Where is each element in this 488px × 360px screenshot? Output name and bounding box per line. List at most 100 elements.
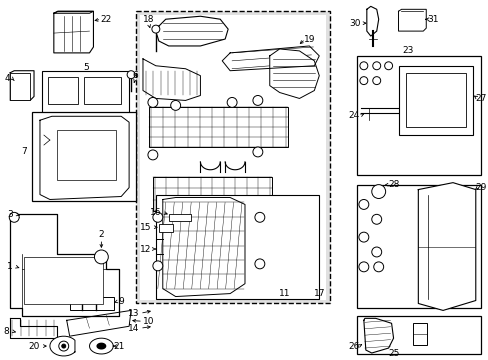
Bar [168, 214, 190, 221]
Text: 8: 8 [3, 327, 9, 336]
Bar [156, 194, 319, 298]
Circle shape [371, 247, 381, 257]
Polygon shape [10, 71, 34, 100]
Polygon shape [417, 183, 475, 310]
Bar [406, 73, 465, 127]
Polygon shape [269, 49, 319, 98]
Text: 7: 7 [21, 148, 27, 157]
Bar [412, 323, 427, 345]
Text: 6: 6 [132, 71, 138, 80]
Bar [83, 77, 121, 104]
Text: 5: 5 [83, 63, 89, 72]
Text: 22: 22 [101, 15, 112, 24]
Text: 13: 13 [128, 309, 140, 318]
Text: 28: 28 [387, 180, 398, 189]
Circle shape [153, 261, 163, 271]
Text: 9: 9 [118, 297, 124, 306]
Circle shape [254, 212, 264, 222]
Bar [57, 130, 116, 180]
Circle shape [372, 77, 380, 85]
Polygon shape [398, 9, 426, 31]
Bar [153, 177, 271, 211]
Polygon shape [54, 11, 93, 13]
Text: 12: 12 [140, 244, 151, 253]
Text: 24: 24 [347, 111, 359, 120]
Circle shape [127, 71, 135, 78]
Text: 10: 10 [143, 317, 154, 326]
Text: 1: 1 [7, 262, 13, 271]
Polygon shape [54, 11, 93, 53]
Circle shape [227, 98, 237, 107]
Polygon shape [222, 46, 319, 71]
Text: 18: 18 [143, 15, 154, 24]
Circle shape [148, 98, 158, 107]
Bar [149, 107, 287, 147]
Bar [356, 185, 480, 309]
Text: 31: 31 [427, 15, 438, 24]
Polygon shape [50, 336, 75, 356]
Circle shape [252, 147, 262, 157]
Polygon shape [142, 59, 200, 100]
Text: 17: 17 [313, 289, 325, 298]
Polygon shape [163, 198, 244, 297]
Text: 19: 19 [303, 35, 314, 44]
Circle shape [371, 185, 385, 198]
Text: 30: 30 [348, 19, 360, 28]
Text: 3: 3 [7, 210, 13, 219]
Circle shape [359, 77, 367, 85]
Text: 14: 14 [128, 324, 140, 333]
Polygon shape [363, 318, 393, 353]
Circle shape [148, 150, 158, 160]
Polygon shape [156, 16, 228, 46]
Text: 2: 2 [99, 230, 104, 239]
Polygon shape [89, 338, 113, 354]
Circle shape [358, 262, 368, 272]
Text: 29: 29 [474, 183, 486, 192]
Circle shape [372, 62, 380, 70]
Bar [356, 316, 480, 354]
Bar [10, 73, 30, 100]
Bar [32, 112, 136, 202]
Text: 15: 15 [140, 223, 151, 232]
Bar [24, 257, 103, 305]
Circle shape [358, 232, 368, 242]
Bar [136, 11, 329, 303]
Bar [48, 77, 78, 104]
Circle shape [61, 344, 65, 348]
Circle shape [252, 95, 262, 105]
Circle shape [170, 100, 180, 111]
Polygon shape [96, 343, 106, 350]
Polygon shape [10, 214, 119, 316]
Circle shape [59, 341, 68, 351]
Text: 27: 27 [474, 94, 486, 103]
Circle shape [359, 62, 367, 70]
Circle shape [9, 212, 19, 222]
Circle shape [153, 212, 163, 222]
Text: 20: 20 [28, 342, 40, 351]
Circle shape [152, 25, 160, 33]
Bar [69, 297, 114, 310]
Text: 16: 16 [150, 208, 161, 217]
Polygon shape [366, 6, 378, 36]
Bar [398, 66, 472, 135]
Polygon shape [66, 310, 131, 336]
Bar [42, 71, 129, 122]
Circle shape [254, 259, 264, 269]
Circle shape [94, 250, 108, 264]
Text: 25: 25 [387, 348, 398, 357]
Bar [140, 15, 325, 300]
Circle shape [373, 262, 383, 272]
Text: 11: 11 [278, 289, 290, 298]
Circle shape [384, 62, 392, 70]
Polygon shape [40, 116, 129, 199]
Bar [356, 56, 480, 175]
Circle shape [358, 199, 368, 210]
Bar [159, 224, 172, 232]
Text: 26: 26 [347, 342, 359, 351]
Polygon shape [10, 318, 57, 338]
Text: 23: 23 [402, 46, 413, 55]
Text: 21: 21 [113, 342, 124, 351]
Circle shape [371, 214, 381, 224]
Text: 4: 4 [4, 74, 10, 83]
Bar [168, 227, 272, 259]
